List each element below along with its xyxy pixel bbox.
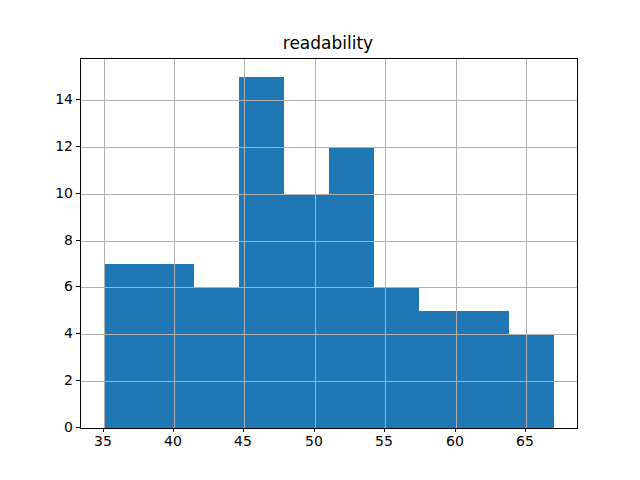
x-tick-mark <box>103 428 104 432</box>
y-tick-label: 8 <box>33 232 73 248</box>
gridline-vertical <box>104 59 105 428</box>
x-tick-label: 45 <box>221 433 265 449</box>
gridline-vertical <box>456 59 457 428</box>
y-tick-mark <box>76 193 80 194</box>
grid-layer <box>81 59 577 428</box>
y-tick-mark <box>76 286 80 287</box>
x-tick-mark <box>314 428 315 432</box>
y-tick-label: 12 <box>33 138 73 154</box>
gridline-vertical <box>315 59 316 428</box>
y-tick-label: 0 <box>33 419 73 435</box>
gridline-vertical <box>385 59 386 428</box>
gridline-vertical <box>174 59 175 428</box>
gridline-vertical <box>244 59 245 428</box>
x-tick-label: 40 <box>151 433 195 449</box>
y-tick-label: 10 <box>33 185 73 201</box>
y-tick-label: 4 <box>33 325 73 341</box>
y-tick-mark <box>76 240 80 241</box>
x-tick-mark <box>384 428 385 432</box>
x-tick-label: 55 <box>362 433 406 449</box>
y-tick-mark <box>76 380 80 381</box>
x-tick-mark <box>243 428 244 432</box>
gridline-horizontal <box>81 241 577 242</box>
plot-area <box>80 58 578 429</box>
x-tick-mark <box>525 428 526 432</box>
gridline-horizontal <box>81 287 577 288</box>
y-tick-label: 14 <box>33 91 73 107</box>
x-tick-label: 60 <box>433 433 477 449</box>
x-tick-label: 35 <box>81 433 125 449</box>
y-tick-label: 2 <box>33 372 73 388</box>
figure-canvas: readability 35 40 45 50 55 60 65 0 2 4 6 8 10 12 14 <box>0 0 640 480</box>
y-tick-label: 6 <box>33 278 73 294</box>
y-tick-mark <box>76 427 80 428</box>
chart-title: readability <box>80 33 576 53</box>
x-tick-label: 50 <box>292 433 336 449</box>
gridline-horizontal <box>81 194 577 195</box>
gridline-horizontal <box>81 381 577 382</box>
gridline-horizontal <box>81 334 577 335</box>
x-tick-mark <box>173 428 174 432</box>
y-tick-mark <box>76 146 80 147</box>
x-tick-label: 65 <box>503 433 547 449</box>
gridline-horizontal <box>81 147 577 148</box>
gridline-vertical <box>526 59 527 428</box>
x-tick-mark <box>455 428 456 432</box>
y-tick-mark <box>76 333 80 334</box>
y-tick-mark <box>76 99 80 100</box>
gridline-horizontal <box>81 100 577 101</box>
